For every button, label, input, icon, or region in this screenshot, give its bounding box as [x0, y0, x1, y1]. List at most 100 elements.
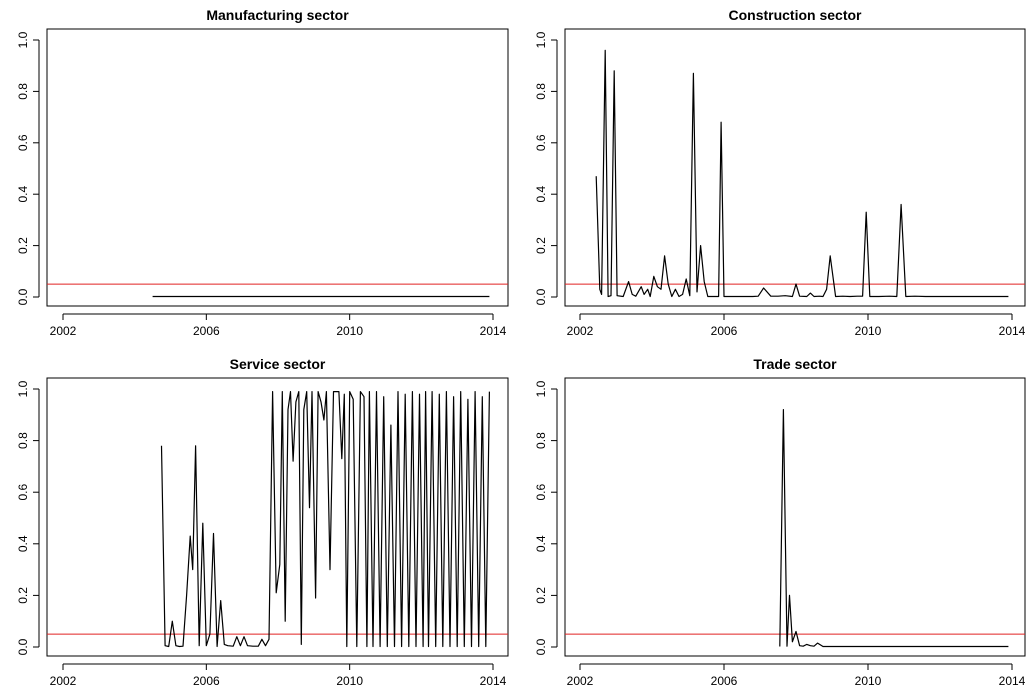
- data-point: [862, 296, 863, 297]
- data-point: [903, 646, 904, 647]
- data-point: [696, 291, 697, 292]
- data-point: [295, 401, 296, 402]
- data-point: [279, 564, 280, 565]
- data-point: [419, 394, 420, 395]
- data-point: [810, 645, 811, 646]
- data-point: [401, 646, 402, 647]
- data-point: [261, 639, 262, 640]
- x-tick-label: 2002: [567, 324, 594, 338]
- data-point: [718, 296, 719, 297]
- data-point: [785, 295, 786, 296]
- x-tick-label: 2006: [711, 674, 738, 688]
- data-point: [190, 536, 191, 537]
- plot-frame: [564, 377, 1026, 657]
- data-point: [247, 645, 248, 646]
- data-point: [777, 296, 778, 297]
- data-point: [664, 255, 665, 256]
- data-point: [315, 597, 316, 598]
- x-tick-label: 2002: [50, 324, 77, 338]
- data-point: [975, 646, 976, 647]
- x-tick-label: 2014: [999, 324, 1026, 338]
- data-point: [311, 391, 312, 392]
- chart-panel-2: Service sector 2002 2006 2010 2014 0.0 0.2 0.4 0…: [16, 356, 509, 688]
- data-point: [644, 294, 645, 295]
- data-point: [349, 391, 350, 392]
- data-point: [165, 645, 166, 646]
- data-point: [335, 391, 336, 392]
- data-point: [383, 396, 384, 397]
- data-point: [240, 645, 241, 646]
- data-point: [293, 461, 294, 462]
- y-tick-label: 0.2: [534, 587, 548, 604]
- data-point: [423, 646, 424, 647]
- data-point: [217, 646, 218, 647]
- data-point: [425, 391, 426, 392]
- y-tick-label: 0.8: [16, 83, 30, 100]
- data-point: [660, 289, 661, 290]
- data-point: [320, 401, 321, 402]
- data-point: [285, 621, 286, 622]
- data-point: [792, 641, 793, 642]
- data-point: [632, 294, 633, 295]
- plot-frame: [564, 28, 1026, 307]
- data-point: [993, 296, 994, 297]
- data-point: [707, 296, 708, 297]
- data-point: [869, 296, 870, 297]
- data-point: [394, 646, 395, 647]
- data-point: [842, 296, 843, 297]
- data-point: [380, 646, 381, 647]
- data-point: [1008, 646, 1009, 647]
- data-point: [831, 646, 832, 647]
- data-point: [905, 296, 906, 297]
- y-tick-label: 0.8: [16, 432, 30, 449]
- data-point: [779, 646, 780, 647]
- y-tick-label: 0.6: [534, 484, 548, 501]
- data-point: [233, 646, 234, 647]
- x-tick-label: 2010: [336, 324, 363, 338]
- data-point: [464, 646, 465, 647]
- data-point: [344, 394, 345, 395]
- data-point: [826, 289, 827, 290]
- y-tick-label: 1.0: [16, 380, 30, 397]
- data-point: [830, 255, 831, 256]
- data-point: [467, 399, 468, 400]
- data-point: [792, 296, 793, 297]
- data-point: [372, 646, 373, 647]
- data-point: [341, 458, 342, 459]
- data-point: [309, 507, 310, 508]
- data-point: [338, 391, 339, 392]
- x-tick-label: 2014: [480, 324, 507, 338]
- data-point: [867, 646, 868, 647]
- data-point: [628, 281, 629, 282]
- data-point: [939, 646, 940, 647]
- data-point: [682, 294, 683, 295]
- data-point: [975, 296, 976, 297]
- y-tick-label: 0.0: [534, 638, 548, 655]
- data-point: [265, 645, 266, 646]
- data-point: [866, 212, 867, 213]
- data-point: [799, 645, 800, 646]
- data-point: [1008, 296, 1009, 297]
- data-point: [168, 646, 169, 647]
- data-point: [795, 631, 796, 632]
- data-point: [806, 296, 807, 297]
- data-point: [822, 296, 823, 297]
- data-point: [298, 391, 299, 392]
- data-point: [806, 644, 807, 645]
- data-point: [363, 396, 364, 397]
- data-point: [758, 296, 759, 297]
- data-point: [195, 445, 196, 446]
- data-point: [813, 646, 814, 647]
- data-point: [202, 523, 203, 524]
- y-tick-label: 1.0: [534, 380, 548, 397]
- data-point: [268, 639, 269, 640]
- data-point: [387, 646, 388, 647]
- data-point: [896, 296, 897, 297]
- data-point: [601, 294, 602, 295]
- y-tick-label: 0.6: [16, 484, 30, 501]
- data-point: [172, 621, 173, 622]
- data-point: [822, 646, 823, 647]
- y-tick-label: 0.4: [16, 186, 30, 203]
- data-point: [803, 646, 804, 647]
